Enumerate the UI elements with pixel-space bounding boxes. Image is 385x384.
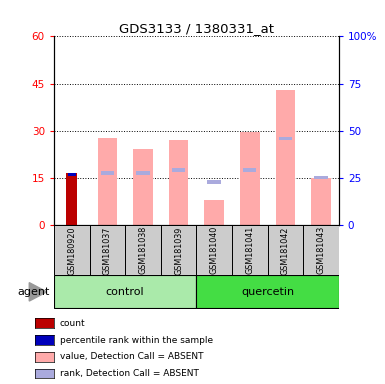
Bar <box>97 138 117 225</box>
Text: GSM181042: GSM181042 <box>281 226 290 275</box>
Bar <box>311 178 331 225</box>
Text: value, Detection Call = ABSENT: value, Detection Call = ABSENT <box>60 353 203 361</box>
Bar <box>66 173 77 225</box>
Bar <box>279 137 292 140</box>
Bar <box>54 225 90 275</box>
Text: GSM181039: GSM181039 <box>174 226 183 275</box>
Bar <box>196 225 232 275</box>
Polygon shape <box>29 283 47 301</box>
Text: count: count <box>60 319 85 328</box>
Bar <box>268 225 303 275</box>
Text: percentile rank within the sample: percentile rank within the sample <box>60 336 213 345</box>
Text: control: control <box>106 287 144 297</box>
Bar <box>204 200 224 225</box>
Bar <box>125 225 161 275</box>
Title: GDS3133 / 1380331_at: GDS3133 / 1380331_at <box>119 22 274 35</box>
Bar <box>100 171 114 175</box>
Bar <box>90 225 125 275</box>
Bar <box>243 168 256 172</box>
Text: GSM181043: GSM181043 <box>316 226 325 275</box>
Bar <box>133 149 153 225</box>
Text: GSM181038: GSM181038 <box>139 226 147 275</box>
Bar <box>232 225 268 275</box>
Bar <box>240 132 259 225</box>
Bar <box>54 275 196 308</box>
Text: rank, Detection Call = ABSENT: rank, Detection Call = ABSENT <box>60 369 199 378</box>
Text: GSM181040: GSM181040 <box>210 226 219 275</box>
Bar <box>196 275 339 308</box>
Text: GSM180920: GSM180920 <box>67 226 76 275</box>
Bar <box>172 168 185 172</box>
Bar <box>136 171 150 175</box>
Bar <box>276 90 295 225</box>
Bar <box>68 173 76 176</box>
Bar <box>303 225 339 275</box>
Bar <box>169 140 188 225</box>
Text: quercetin: quercetin <box>241 287 294 297</box>
Text: agent: agent <box>18 287 50 297</box>
Bar <box>208 180 221 184</box>
Text: GSM181041: GSM181041 <box>245 226 254 275</box>
Text: GSM181037: GSM181037 <box>103 226 112 275</box>
Bar <box>314 176 328 179</box>
Bar <box>161 225 196 275</box>
